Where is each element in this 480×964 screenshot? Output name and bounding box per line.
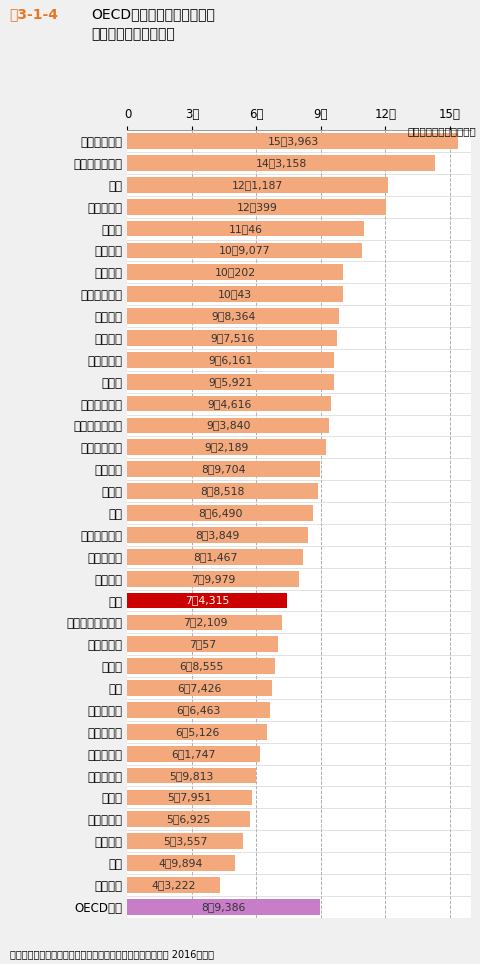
Text: 8万9,386: 8万9,386 [201, 901, 245, 912]
Bar [127, 549, 302, 565]
Bar [127, 527, 307, 543]
Text: 10万43: 10万43 [217, 289, 252, 299]
Text: 6万7,426: 6万7,426 [178, 683, 222, 693]
Bar [127, 614, 282, 630]
Bar [127, 702, 270, 718]
Text: 7万9,979: 7万9,979 [191, 574, 235, 583]
Bar [127, 593, 287, 608]
Bar [127, 505, 313, 521]
Text: 11万46: 11万46 [228, 224, 262, 233]
Text: 8万9,704: 8万9,704 [201, 465, 246, 474]
Text: 10万202: 10万202 [214, 267, 255, 278]
Bar [127, 177, 387, 193]
Bar [127, 855, 234, 870]
Text: 9万8,364: 9万8,364 [211, 311, 255, 321]
Text: 5万7,951: 5万7,951 [167, 792, 212, 802]
Text: （購売力平価換算ドル）: （購売力平価換算ドル） [407, 126, 475, 136]
Text: OECD加盟諸国の労働生産性: OECD加盟諸国の労働生産性 [91, 7, 215, 21]
Bar [127, 330, 336, 346]
Text: 9万5,921: 9万5,921 [208, 377, 252, 387]
Text: 7万2,109: 7万2,109 [182, 617, 227, 628]
Text: 8万3,849: 8万3,849 [195, 530, 239, 540]
Bar [127, 833, 242, 849]
Bar [127, 243, 361, 258]
Text: 12万399: 12万399 [236, 201, 277, 212]
Text: 6万1,747: 6万1,747 [171, 749, 216, 759]
Bar [127, 440, 325, 455]
Bar [127, 681, 272, 696]
Text: 6万6,463: 6万6,463 [176, 705, 221, 715]
Text: 4万3,222: 4万3,222 [151, 880, 196, 890]
Text: 9万7,516: 9万7,516 [210, 333, 254, 343]
Bar [127, 877, 220, 893]
Text: 6万5,126: 6万5,126 [175, 727, 219, 736]
Text: 8万6,490: 8万6,490 [198, 508, 242, 518]
Text: 9万4,616: 9万4,616 [206, 398, 251, 409]
Text: 6万8,555: 6万8,555 [179, 661, 223, 671]
Bar [127, 417, 328, 434]
Text: 7万4,315: 7万4,315 [185, 596, 229, 605]
Text: 5万6,925: 5万6,925 [166, 815, 210, 824]
Text: （就業者１人当たり）: （就業者１人当たり） [91, 27, 175, 41]
Bar [127, 308, 338, 324]
Text: 9万3,840: 9万3,840 [205, 420, 250, 431]
Bar [127, 374, 333, 389]
Text: 8万1,467: 8万1,467 [192, 551, 237, 562]
Text: 10万9,077: 10万9,077 [218, 246, 270, 255]
Bar [127, 221, 363, 236]
Bar [127, 746, 260, 762]
Bar [127, 658, 274, 674]
Text: 14万3,158: 14万3,158 [255, 158, 306, 168]
Text: 図3-1-4: 図3-1-4 [10, 7, 59, 21]
Bar [127, 264, 342, 281]
Bar [127, 483, 317, 499]
Bar [127, 155, 434, 171]
Bar [127, 636, 277, 652]
Text: 9万6,161: 9万6,161 [208, 355, 252, 364]
Text: 4万9,894: 4万9,894 [158, 858, 203, 868]
Bar [127, 898, 319, 915]
Bar [127, 133, 457, 149]
Bar [127, 724, 267, 739]
Text: 12万1,187: 12万1,187 [232, 180, 283, 190]
Bar [127, 812, 249, 827]
Text: 5万9,813: 5万9,813 [169, 770, 214, 781]
Bar [127, 286, 342, 302]
Bar [127, 352, 334, 367]
Bar [127, 790, 252, 805]
Bar [127, 462, 320, 477]
Bar [127, 199, 385, 215]
Text: 7万57: 7万57 [189, 639, 216, 650]
Text: 5万3,557: 5万3,557 [163, 836, 207, 846]
Text: 8万8,518: 8万8,518 [200, 486, 244, 496]
Text: 資料：公益財団法人日本生産性本部「労働生産性の国際比較 2016年版」: 資料：公益財団法人日本生産性本部「労働生産性の国際比較 2016年版」 [10, 950, 213, 959]
Bar [127, 571, 299, 586]
Bar [127, 767, 255, 784]
Text: 9万2,189: 9万2,189 [204, 442, 248, 452]
Bar [127, 396, 330, 412]
Text: 15万3,963: 15万3,963 [267, 136, 318, 147]
